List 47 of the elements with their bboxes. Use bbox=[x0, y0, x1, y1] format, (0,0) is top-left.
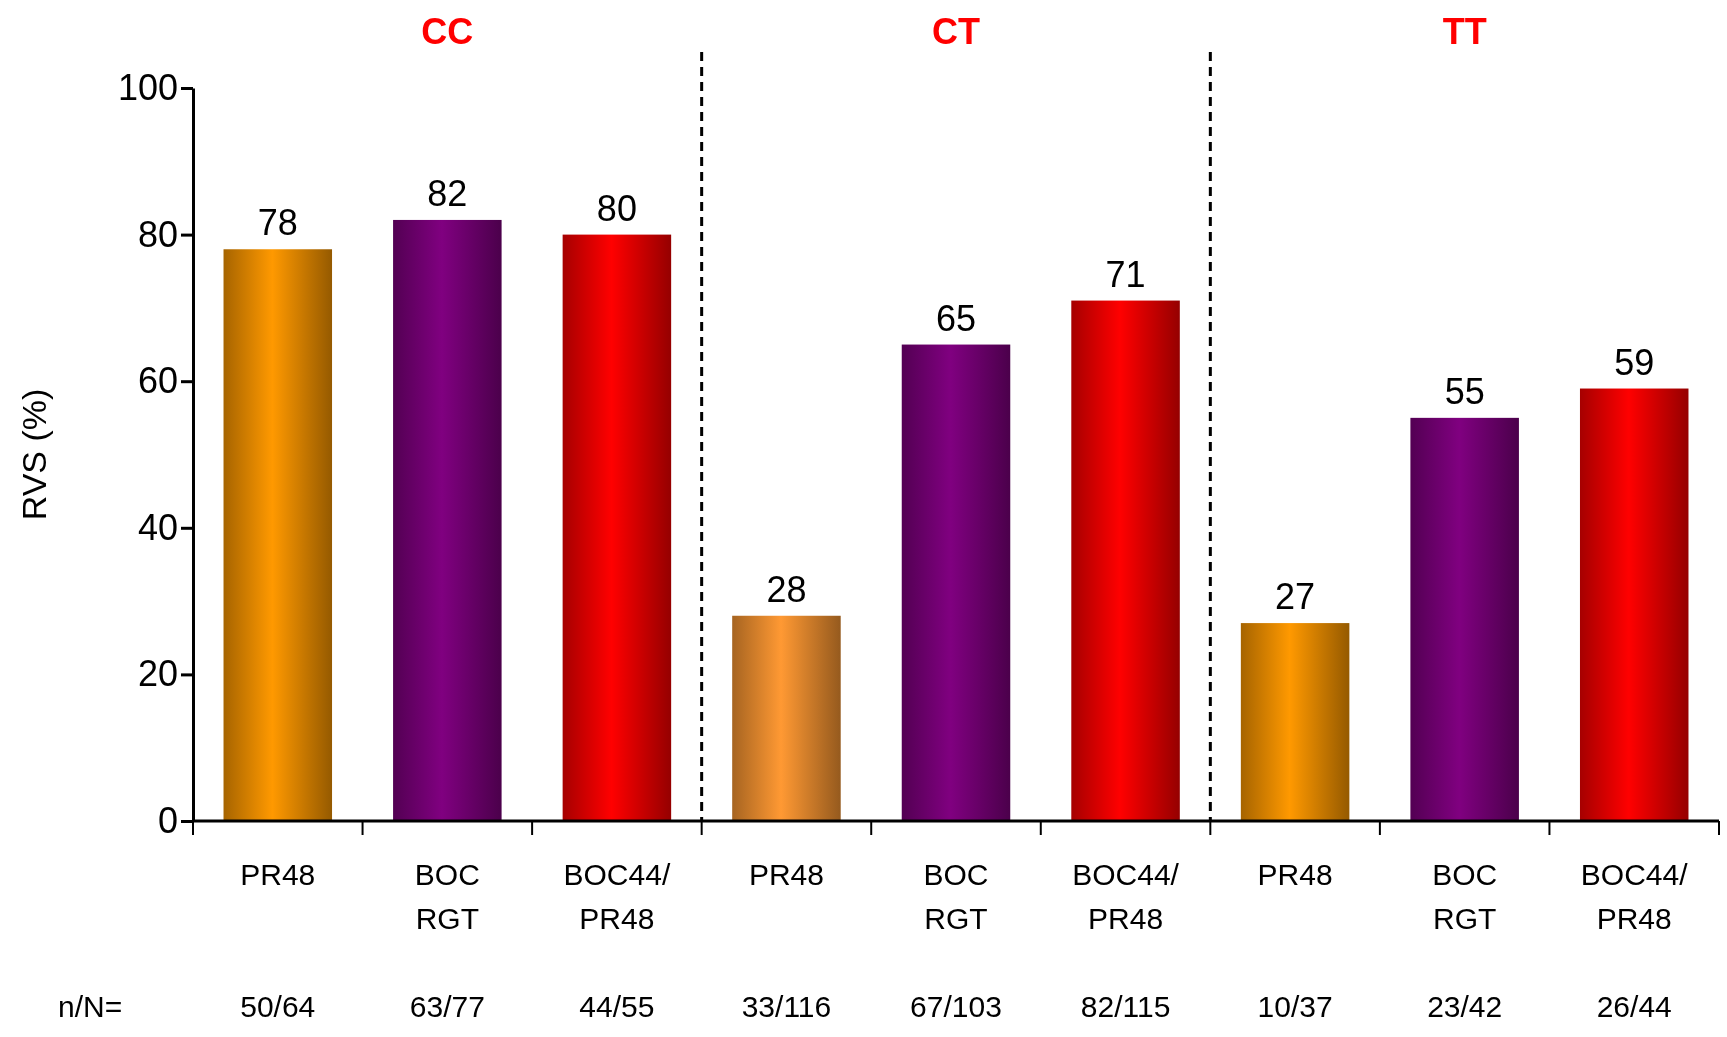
y-tick-label: 40 bbox=[137, 506, 178, 548]
bar bbox=[1240, 623, 1350, 821]
x-tick-label: BOC44/ PR48 bbox=[1072, 858, 1180, 935]
x-tick-label: BOC RGT bbox=[923, 858, 989, 935]
text: 23/42 bbox=[1427, 990, 1503, 1023]
y-tick-label: 80 bbox=[137, 213, 178, 255]
text: 26/44 bbox=[1596, 990, 1672, 1023]
data-label: 59 bbox=[1614, 341, 1655, 383]
text: 67/103 bbox=[910, 990, 1002, 1023]
bar bbox=[562, 234, 672, 821]
x-tick-label: BOC RGT bbox=[414, 858, 480, 935]
data-label: 55 bbox=[1444, 370, 1485, 412]
text: CC bbox=[421, 11, 474, 52]
x-tick-label: BOC RGT bbox=[1432, 858, 1498, 935]
text: TT bbox=[1442, 11, 1487, 52]
text: 10/37 bbox=[1257, 990, 1333, 1023]
bar bbox=[1579, 388, 1689, 821]
text: CT bbox=[932, 11, 980, 52]
y-tick-label: 100 bbox=[117, 67, 178, 109]
text: 82/115 bbox=[1080, 990, 1171, 1023]
bar bbox=[1410, 417, 1519, 821]
data-label: 27 bbox=[1275, 576, 1316, 618]
bar bbox=[223, 249, 333, 821]
x-tick-label: PR48 bbox=[748, 858, 824, 891]
text: n/N= bbox=[58, 990, 123, 1023]
y-tick-label: 60 bbox=[137, 360, 178, 402]
x-tick-label: PR48 bbox=[1257, 858, 1333, 891]
text: 44/55 bbox=[579, 990, 655, 1023]
bar bbox=[393, 219, 502, 821]
data-label: 80 bbox=[596, 187, 637, 229]
text: 33/116 bbox=[741, 990, 832, 1023]
bar bbox=[901, 344, 1011, 821]
data-label: 65 bbox=[935, 297, 977, 339]
bar bbox=[732, 615, 841, 821]
data-label: 28 bbox=[766, 568, 807, 610]
bar bbox=[1071, 300, 1180, 821]
text: 50/64 bbox=[240, 990, 316, 1023]
y-axis-title: RVS (%) bbox=[15, 388, 53, 521]
data-label: 78 bbox=[257, 202, 298, 244]
x-tick-label: BOC44/ PR48 bbox=[1580, 858, 1689, 935]
y-tick-label: 0 bbox=[157, 800, 178, 842]
y-tick-label: 20 bbox=[137, 653, 178, 695]
x-tick-label: PR48 bbox=[240, 858, 316, 891]
data-label: 71 bbox=[1105, 253, 1146, 295]
text: 63/77 bbox=[409, 990, 485, 1023]
x-tick-label: BOC44/ PR48 bbox=[563, 858, 671, 935]
data-label: 82 bbox=[427, 172, 468, 214]
